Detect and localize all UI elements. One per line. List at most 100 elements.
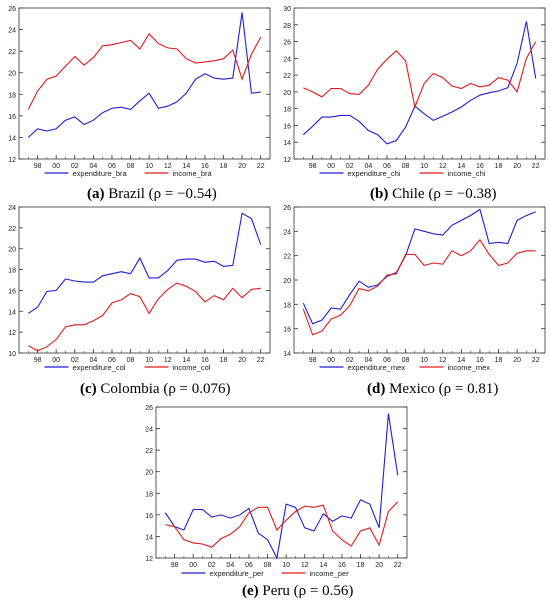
x-tick-label: 14	[319, 562, 327, 569]
y-tick-label: 14	[145, 534, 153, 541]
legend-label: expenditure_col	[73, 363, 126, 372]
y-tick-label: 14	[8, 135, 16, 142]
caption-tag: (b)	[370, 186, 389, 202]
x-tick-label: 10	[282, 562, 290, 569]
x-tick-label: 02	[208, 562, 216, 569]
x-tick-label: 02	[346, 163, 354, 170]
x-tick-label: 04	[89, 163, 97, 170]
chart-caption: (d) Mexico (ρ = 0.81)	[367, 381, 498, 398]
x-tick-label: 98	[309, 163, 317, 170]
x-tick-label: 22	[394, 562, 402, 569]
plot-frame	[18, 7, 271, 160]
y-tick-label: 22	[8, 226, 16, 233]
legend-label: income_mex	[448, 363, 491, 372]
legend-label: income_chi	[448, 169, 486, 178]
caption-country: Mexico	[389, 381, 435, 397]
x-tick-label: 10	[420, 163, 428, 170]
y-tick-label: 22	[8, 49, 16, 56]
x-tick-label: 04	[364, 163, 372, 170]
x-tick-label: 20	[238, 357, 246, 364]
x-tick-label: 00	[189, 562, 197, 569]
x-tick-label: 12	[439, 163, 447, 170]
y-tick-label: 12	[8, 330, 16, 337]
caption-country: Peru	[262, 583, 290, 599]
caption-country: Brazil	[108, 186, 145, 202]
x-tick-label: 10	[145, 357, 153, 364]
x-tick-label: 00	[52, 357, 60, 364]
x-tick-label: 04	[89, 357, 97, 364]
y-tick-label: 18	[8, 268, 16, 275]
x-tick-label: 10	[145, 163, 153, 170]
y-tick-label: 18	[8, 92, 16, 99]
chart-panel-chile: 12 14 16 18 20 22 24 26 28 30 98 00 02 04 06 08 10 12 14 16…	[275, 0, 550, 212]
x-tick-label: 98	[309, 357, 317, 364]
x-tick-label: 14	[457, 357, 465, 364]
y-tick-label: 24	[8, 205, 16, 212]
x-tick-label: 08	[127, 357, 135, 364]
x-tick-label: 00	[327, 163, 335, 170]
caption-correlation: (ρ = −0.54)	[148, 186, 217, 202]
x-tick-label: 20	[513, 163, 521, 170]
series-line-expenditure-bra	[27, 12, 261, 138]
series-line-expenditure-col	[27, 212, 262, 314]
legend-label: income_bra	[173, 169, 213, 178]
chart-panel-peru: 12 14 16 18 20 22 24 26 98 00 02 04 06 08 10 12 14 16 18 20…	[137, 400, 412, 606]
y-tick-label: 18	[145, 491, 153, 498]
y-tick-label: 22	[283, 254, 291, 261]
x-tick-label: 18	[495, 357, 503, 364]
y-tick-label: 24	[8, 28, 16, 35]
x-tick-label: 22	[532, 163, 540, 170]
chart-caption: (e) Peru (ρ = 0.56)	[242, 583, 353, 600]
chart-caption: (a) Brazil (ρ = −0.54)	[87, 186, 217, 203]
y-tick-label: 16	[145, 513, 153, 520]
y-tick-label: 24	[145, 427, 153, 434]
y-tick-label: 20	[283, 90, 291, 97]
x-tick-label: 06	[383, 163, 391, 170]
x-tick-label: 22	[257, 357, 265, 364]
y-tick-label: 20	[283, 278, 291, 285]
legend-label: expenditure_per	[210, 569, 265, 578]
x-tick-label: 12	[301, 562, 309, 569]
series-line-expenditure-chi	[302, 21, 537, 145]
y-tick-label: 16	[283, 123, 291, 130]
chart-svg: 12 14 16 18 20 22 24 26 98 00 02 04 06 08 10 12 14 16 18 20…	[145, 405, 408, 578]
legend-label: expenditure_bra	[73, 169, 128, 178]
caption-correlation: (ρ = 0.81)	[438, 381, 499, 397]
y-tick-label: 12	[145, 556, 153, 563]
x-tick-label: 20	[375, 562, 383, 569]
x-tick-label: 08	[402, 163, 410, 170]
x-tick-label: 18	[220, 357, 228, 364]
x-tick-label: 98	[171, 562, 179, 569]
y-tick-label: 18	[283, 107, 291, 114]
x-tick-label: 06	[108, 357, 116, 364]
x-tick-label: 18	[220, 163, 228, 170]
y-tick-label: 12	[283, 157, 291, 164]
series-line-expenditure-per	[164, 413, 399, 560]
x-tick-label: 98	[34, 357, 42, 364]
caption-country: Colombia	[100, 381, 160, 397]
x-tick-label: 02	[346, 357, 354, 364]
series-line-income-col	[28, 282, 261, 352]
series-line-income-bra	[27, 33, 262, 110]
chart-svg: 12 14 16 18 20 22 24 26 98 00 02 04 06 08 10 12 14 16 18 20…	[8, 6, 271, 178]
x-tick-label: 16	[476, 163, 484, 170]
series-line-income-chi	[303, 41, 537, 109]
x-tick-label: 04	[226, 562, 234, 569]
y-tick-label: 26	[283, 40, 291, 47]
x-tick-label: 98	[34, 163, 42, 170]
y-tick-label: 10	[8, 351, 16, 358]
chart-caption: (c) Colombia (ρ = 0.076)	[80, 381, 231, 398]
y-tick-label: 22	[145, 448, 153, 455]
y-tick-label: 24	[283, 229, 291, 236]
caption-correlation: (ρ = −0.38)	[428, 186, 497, 202]
y-tick-label: 20	[8, 71, 16, 78]
y-tick-label: 18	[283, 302, 291, 309]
x-tick-label: 14	[182, 357, 190, 364]
y-tick-label: 14	[8, 309, 16, 316]
y-tick-label: 30	[283, 6, 291, 13]
caption-tag: (a)	[87, 186, 105, 202]
plot-frame	[155, 406, 408, 559]
plot-frame	[293, 206, 546, 354]
y-tick-label: 26	[145, 405, 153, 412]
y-tick-label: 20	[145, 470, 153, 477]
